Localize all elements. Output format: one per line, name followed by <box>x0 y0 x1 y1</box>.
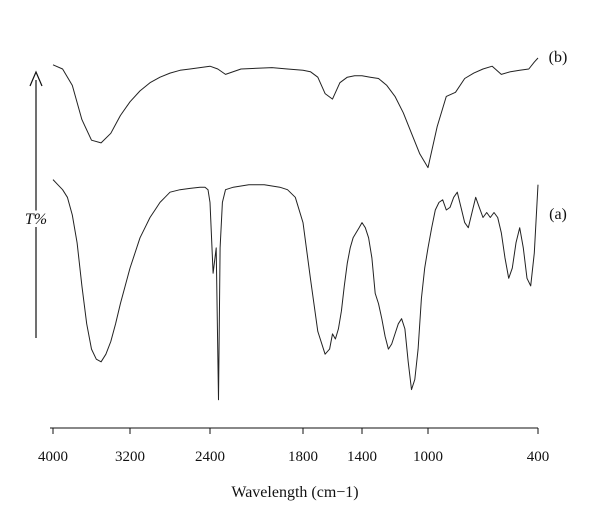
x-tick-label: 400 <box>527 449 550 465</box>
y-axis-label: T% <box>25 211 47 228</box>
y-axis-indicator: T% <box>22 70 50 338</box>
y-arrow-head-icon <box>29 70 43 87</box>
x-tick-group: 4000 3200 2400 1800 1400 1000 400 <box>38 428 549 465</box>
series-label-group: (b) (a) <box>549 49 568 223</box>
x-tick-label: 4000 <box>38 449 68 465</box>
series-label-a: (a) <box>549 206 567 223</box>
x-tick-label: 3200 <box>115 449 145 465</box>
x-tick-label: 2400 <box>195 449 225 465</box>
plot-layer <box>52 57 539 401</box>
series-line-a <box>52 179 539 401</box>
series-label-b: (b) <box>549 49 568 66</box>
x-tick-label: 1800 <box>288 449 318 465</box>
x-tick-label: 1400 <box>347 449 377 465</box>
x-axis-label: Wavelength (cm−1) <box>231 484 358 501</box>
series-line-b <box>52 57 539 169</box>
x-tick-label: 1000 <box>413 449 443 465</box>
